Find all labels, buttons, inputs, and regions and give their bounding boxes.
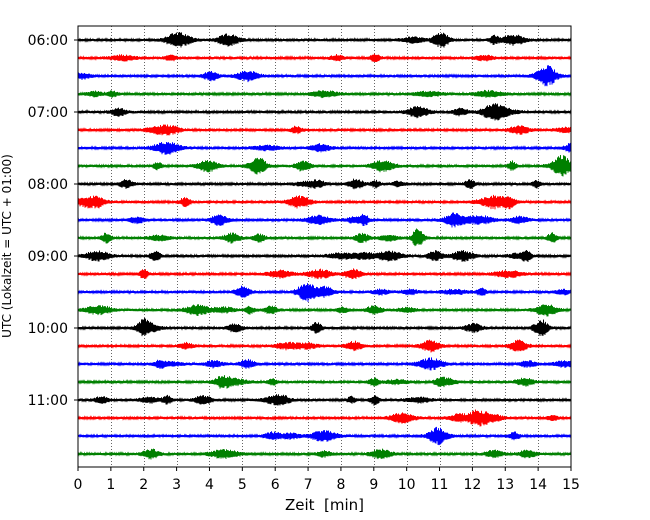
trace-0845 bbox=[77, 228, 572, 247]
y-axis-label: UTC (Lokalzeit = UTC + 01:00) bbox=[0, 154, 14, 338]
trace-0815 bbox=[77, 194, 572, 210]
x-tick-label: 13 bbox=[496, 477, 514, 493]
trace-1015 bbox=[77, 339, 572, 353]
y-tick-label: 10:00 bbox=[28, 321, 68, 337]
trace-0645 bbox=[77, 89, 572, 99]
trace-0615 bbox=[77, 53, 572, 63]
x-tick-label: 6 bbox=[271, 477, 280, 493]
y-tick-label: 07:00 bbox=[28, 105, 68, 121]
x-tick-label: 0 bbox=[74, 477, 83, 493]
trace-0915 bbox=[77, 268, 572, 280]
x-tick-label: 8 bbox=[336, 477, 345, 493]
trace-1030 bbox=[77, 357, 572, 371]
trace-0830 bbox=[77, 212, 572, 228]
x-tick-label: 1 bbox=[106, 477, 115, 493]
x-tick-label: 2 bbox=[139, 477, 148, 493]
trace-0930 bbox=[77, 283, 572, 302]
trace-0800 bbox=[77, 178, 572, 190]
trace-1100 bbox=[77, 394, 572, 406]
x-tick-label: 10 bbox=[398, 477, 416, 493]
x-tick-label: 15 bbox=[562, 477, 580, 493]
y-tick-label: 06:00 bbox=[28, 33, 68, 49]
x-tick-label: 9 bbox=[369, 477, 378, 493]
x-axis-ticks: 0 1 2 3 4 5 6 7 8 9 10 11 12 13 14 15 bbox=[74, 467, 580, 493]
trace-0700 bbox=[77, 103, 572, 121]
x-tick-label: 5 bbox=[238, 477, 247, 493]
trace-0945 bbox=[77, 304, 572, 317]
axes-frame bbox=[77, 25, 572, 468]
x-tick-label: 11 bbox=[431, 477, 449, 493]
trace-0630 bbox=[77, 65, 572, 87]
seismic-traces bbox=[77, 31, 572, 460]
trace-1000 bbox=[77, 317, 572, 337]
x-tick-label: 12 bbox=[463, 477, 481, 493]
trace-1045 bbox=[77, 375, 572, 389]
trace-0745 bbox=[77, 155, 572, 177]
x-tick-label: 7 bbox=[304, 477, 313, 493]
trace-0730 bbox=[77, 141, 572, 155]
y-tick-label: 09:00 bbox=[28, 249, 68, 265]
y-tick-label: 11:00 bbox=[28, 393, 68, 409]
trace-0600 bbox=[77, 31, 572, 48]
x-tick-label: 14 bbox=[529, 477, 547, 493]
x-tick-label: 4 bbox=[205, 477, 214, 493]
trace-0715 bbox=[77, 124, 572, 136]
y-tick-label: 08:00 bbox=[28, 177, 68, 193]
x-axis-label: Zeit [min] bbox=[285, 496, 364, 514]
trace-0900 bbox=[77, 249, 572, 263]
x-tick-label: 3 bbox=[172, 477, 181, 493]
trace-1130 bbox=[77, 426, 572, 446]
trace-1145 bbox=[77, 448, 572, 460]
y-axis-ticks: 06:00 07:00 08:00 09:00 10:00 11:00 bbox=[28, 33, 78, 409]
trace-1115 bbox=[77, 409, 572, 427]
